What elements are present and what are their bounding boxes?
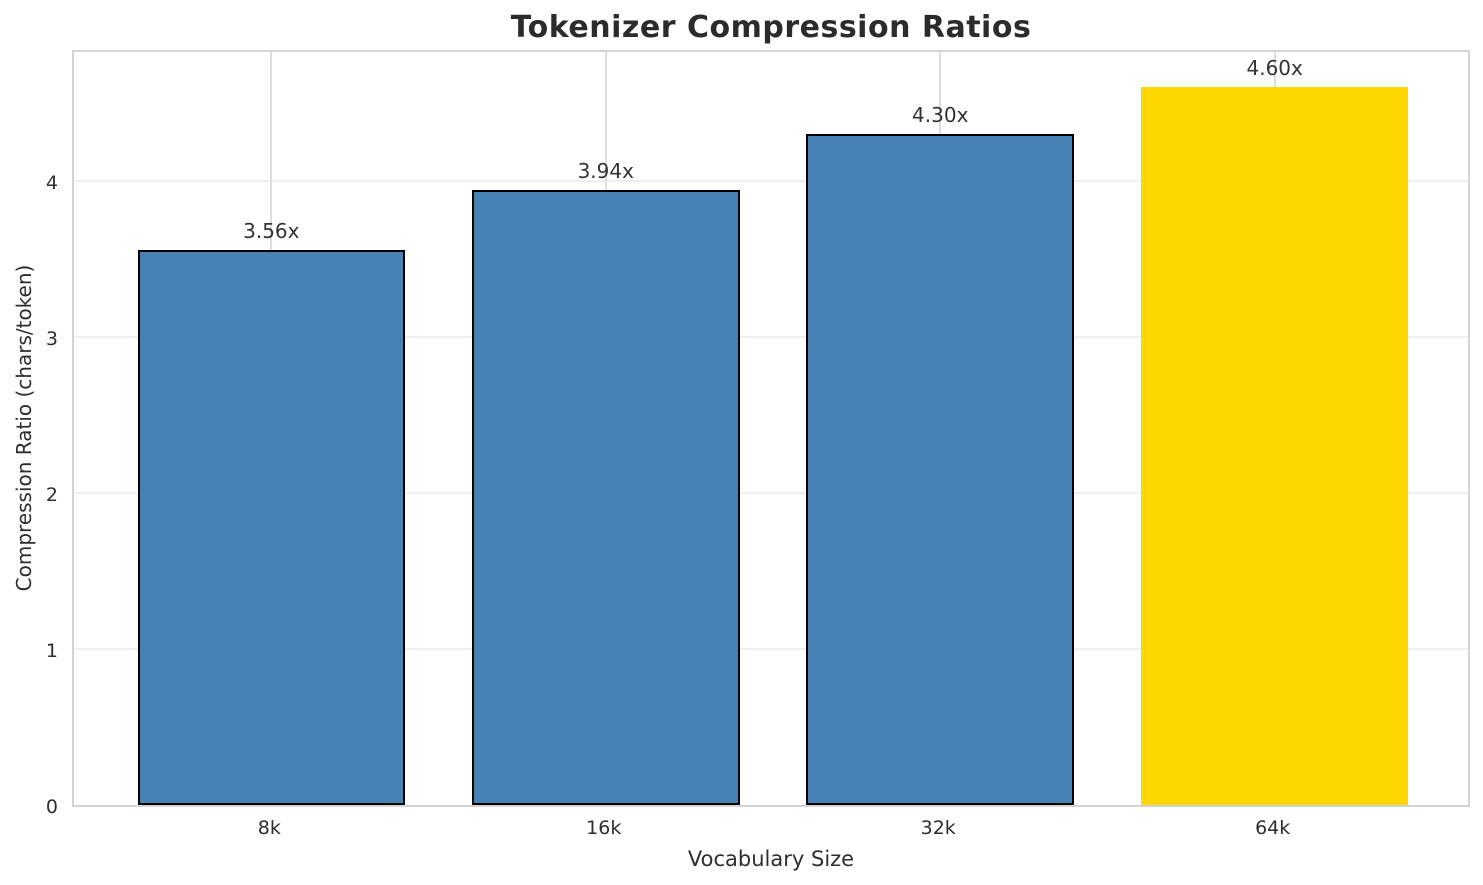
x-axis-label: Vocabulary Size — [687, 847, 855, 871]
y-axis-label: Compression Ratio (chars/token) — [12, 264, 36, 592]
bar-value-label: 4.30x — [912, 103, 969, 128]
x-tick-label: 8k — [257, 817, 281, 839]
x-tick-label: 64k — [1255, 817, 1291, 839]
gridline-horizontal — [74, 492, 1468, 495]
gridline-horizontal — [74, 336, 1468, 339]
y-tick-label: 3 — [45, 328, 58, 351]
plot-area: 3.56x 3.94x 4.30x 4.60x — [72, 50, 1470, 807]
gridline-horizontal — [74, 648, 1468, 651]
bar-value-label: 3.94x — [577, 159, 634, 184]
bar-16k — [471, 190, 740, 805]
gridline-horizontal — [74, 180, 1468, 183]
bar-8k — [137, 249, 406, 805]
x-tick-label: 16k — [586, 817, 622, 839]
y-tick-label: 1 — [45, 640, 58, 662]
bar-value-label: 4.60x — [1246, 56, 1303, 81]
y-tick-label: 0 — [45, 796, 58, 818]
chart-title: Tokenizer Compression Ratios — [510, 10, 1032, 45]
bar-64k — [1140, 87, 1409, 805]
x-tick-label: 32k — [920, 817, 956, 839]
bar-value-label: 3.56x — [243, 218, 300, 243]
bar-32k — [806, 134, 1074, 805]
y-tick-label: 4 — [45, 172, 58, 195]
y-tick-label: 2 — [45, 484, 58, 507]
